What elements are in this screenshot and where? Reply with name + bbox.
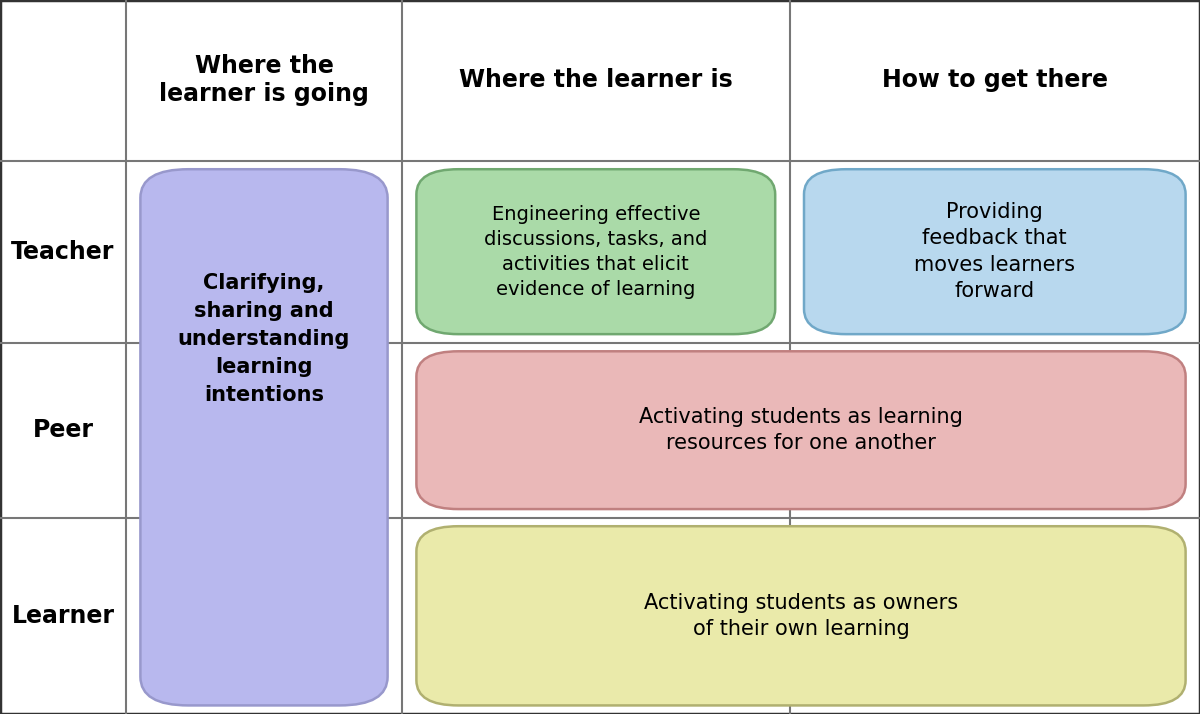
Text: Learner: Learner xyxy=(12,604,114,628)
FancyBboxPatch shape xyxy=(416,351,1186,509)
FancyBboxPatch shape xyxy=(804,169,1186,334)
Text: Where the learner is: Where the learner is xyxy=(458,69,733,92)
Text: Teacher: Teacher xyxy=(11,240,115,263)
Text: Activating students as learning
resources for one another: Activating students as learning resource… xyxy=(640,407,962,453)
Text: Peer: Peer xyxy=(32,418,94,442)
Text: How to get there: How to get there xyxy=(882,69,1108,92)
FancyBboxPatch shape xyxy=(140,169,388,705)
Text: Clarifying,
sharing and
understanding
learning
intentions: Clarifying, sharing and understanding le… xyxy=(178,273,350,405)
Text: Providing
feedback that
moves learners
forward: Providing feedback that moves learners f… xyxy=(914,202,1075,301)
FancyBboxPatch shape xyxy=(416,526,1186,705)
Text: Activating students as owners
of their own learning: Activating students as owners of their o… xyxy=(644,593,958,639)
Text: Where the
learner is going: Where the learner is going xyxy=(160,54,368,106)
Text: Engineering effective
discussions, tasks, and
activities that elicit
evidence of: Engineering effective discussions, tasks… xyxy=(484,205,708,298)
FancyBboxPatch shape xyxy=(416,169,775,334)
